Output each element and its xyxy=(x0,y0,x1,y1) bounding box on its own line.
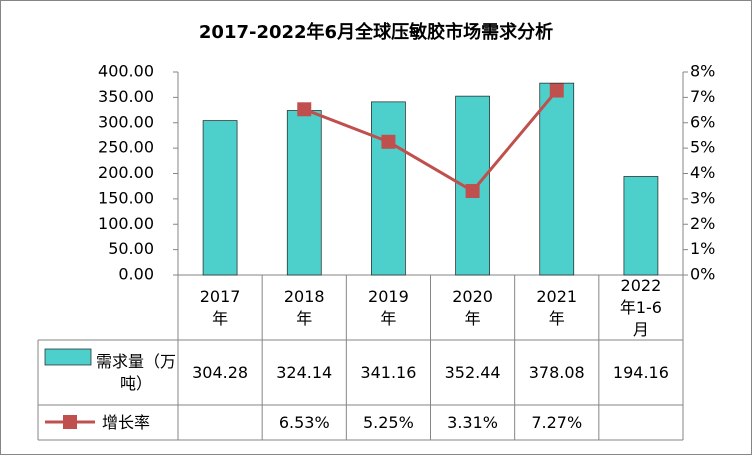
y-tick-label: 250.00 xyxy=(98,138,154,157)
table-value: 5.25% xyxy=(362,412,414,432)
legend-label: 需求量（万吨） xyxy=(96,351,177,393)
legend-key xyxy=(44,348,92,366)
table-value: 341.16 xyxy=(360,362,417,382)
x-tick-label: 2020年 xyxy=(452,286,493,328)
y-tick-label: 200.00 xyxy=(98,163,154,182)
y2-tick-label: 0% xyxy=(690,265,715,284)
table-value: 352.44 xyxy=(444,362,501,382)
y-tick-label: 50.00 xyxy=(108,239,154,258)
y2-tick-label: 6% xyxy=(690,112,715,131)
legend-label: 增长率 xyxy=(101,412,150,432)
line-marker xyxy=(549,83,564,98)
x-tick-label: 2018年 xyxy=(283,286,325,328)
y2-tick-label: 3% xyxy=(690,188,715,207)
x-tick-label: 2019年 xyxy=(368,286,409,328)
x-tick-label: 2017年 xyxy=(199,286,241,328)
y2-tick-label: 4% xyxy=(690,163,715,182)
y2-tick-label: 1% xyxy=(690,239,715,258)
y-tick-label: 350.00 xyxy=(98,87,154,106)
line-marker xyxy=(381,134,396,149)
table-value: 6.53% xyxy=(278,412,330,432)
y-tick-label: 150.00 xyxy=(98,188,154,207)
bar xyxy=(286,110,322,276)
bar xyxy=(202,120,238,276)
y2-tick-label: 5% xyxy=(690,138,715,157)
y2-tick-label: 2% xyxy=(690,214,715,233)
legend-key xyxy=(63,415,77,429)
y-tick-label: 0.00 xyxy=(118,265,154,284)
line-marker xyxy=(465,184,480,199)
table-value: 7.27% xyxy=(531,412,583,432)
table-value: 194.16 xyxy=(612,362,669,382)
x-tick-label: 2021年 xyxy=(536,286,578,328)
table-value: 3.31% xyxy=(447,412,498,432)
y-tick-label: 400.00 xyxy=(98,62,154,81)
chart-title: 2017-2022年6月全球压敏胶市场需求分析 xyxy=(199,21,553,43)
line-marker xyxy=(297,102,312,117)
y-tick-label: 300.00 xyxy=(98,112,154,131)
table-value: 304.28 xyxy=(192,362,249,382)
line xyxy=(303,89,558,193)
table-value: 324.14 xyxy=(276,362,333,382)
bar xyxy=(623,176,659,276)
y2-tick-label: 7% xyxy=(690,87,715,106)
y-tick-label: 100.00 xyxy=(98,214,154,233)
table-value: 378.08 xyxy=(528,362,585,382)
bar xyxy=(371,101,406,276)
bar xyxy=(539,82,575,276)
x-tick-label: 2022年1-6月 xyxy=(619,275,662,339)
y2-tick-label: 8% xyxy=(690,62,715,81)
